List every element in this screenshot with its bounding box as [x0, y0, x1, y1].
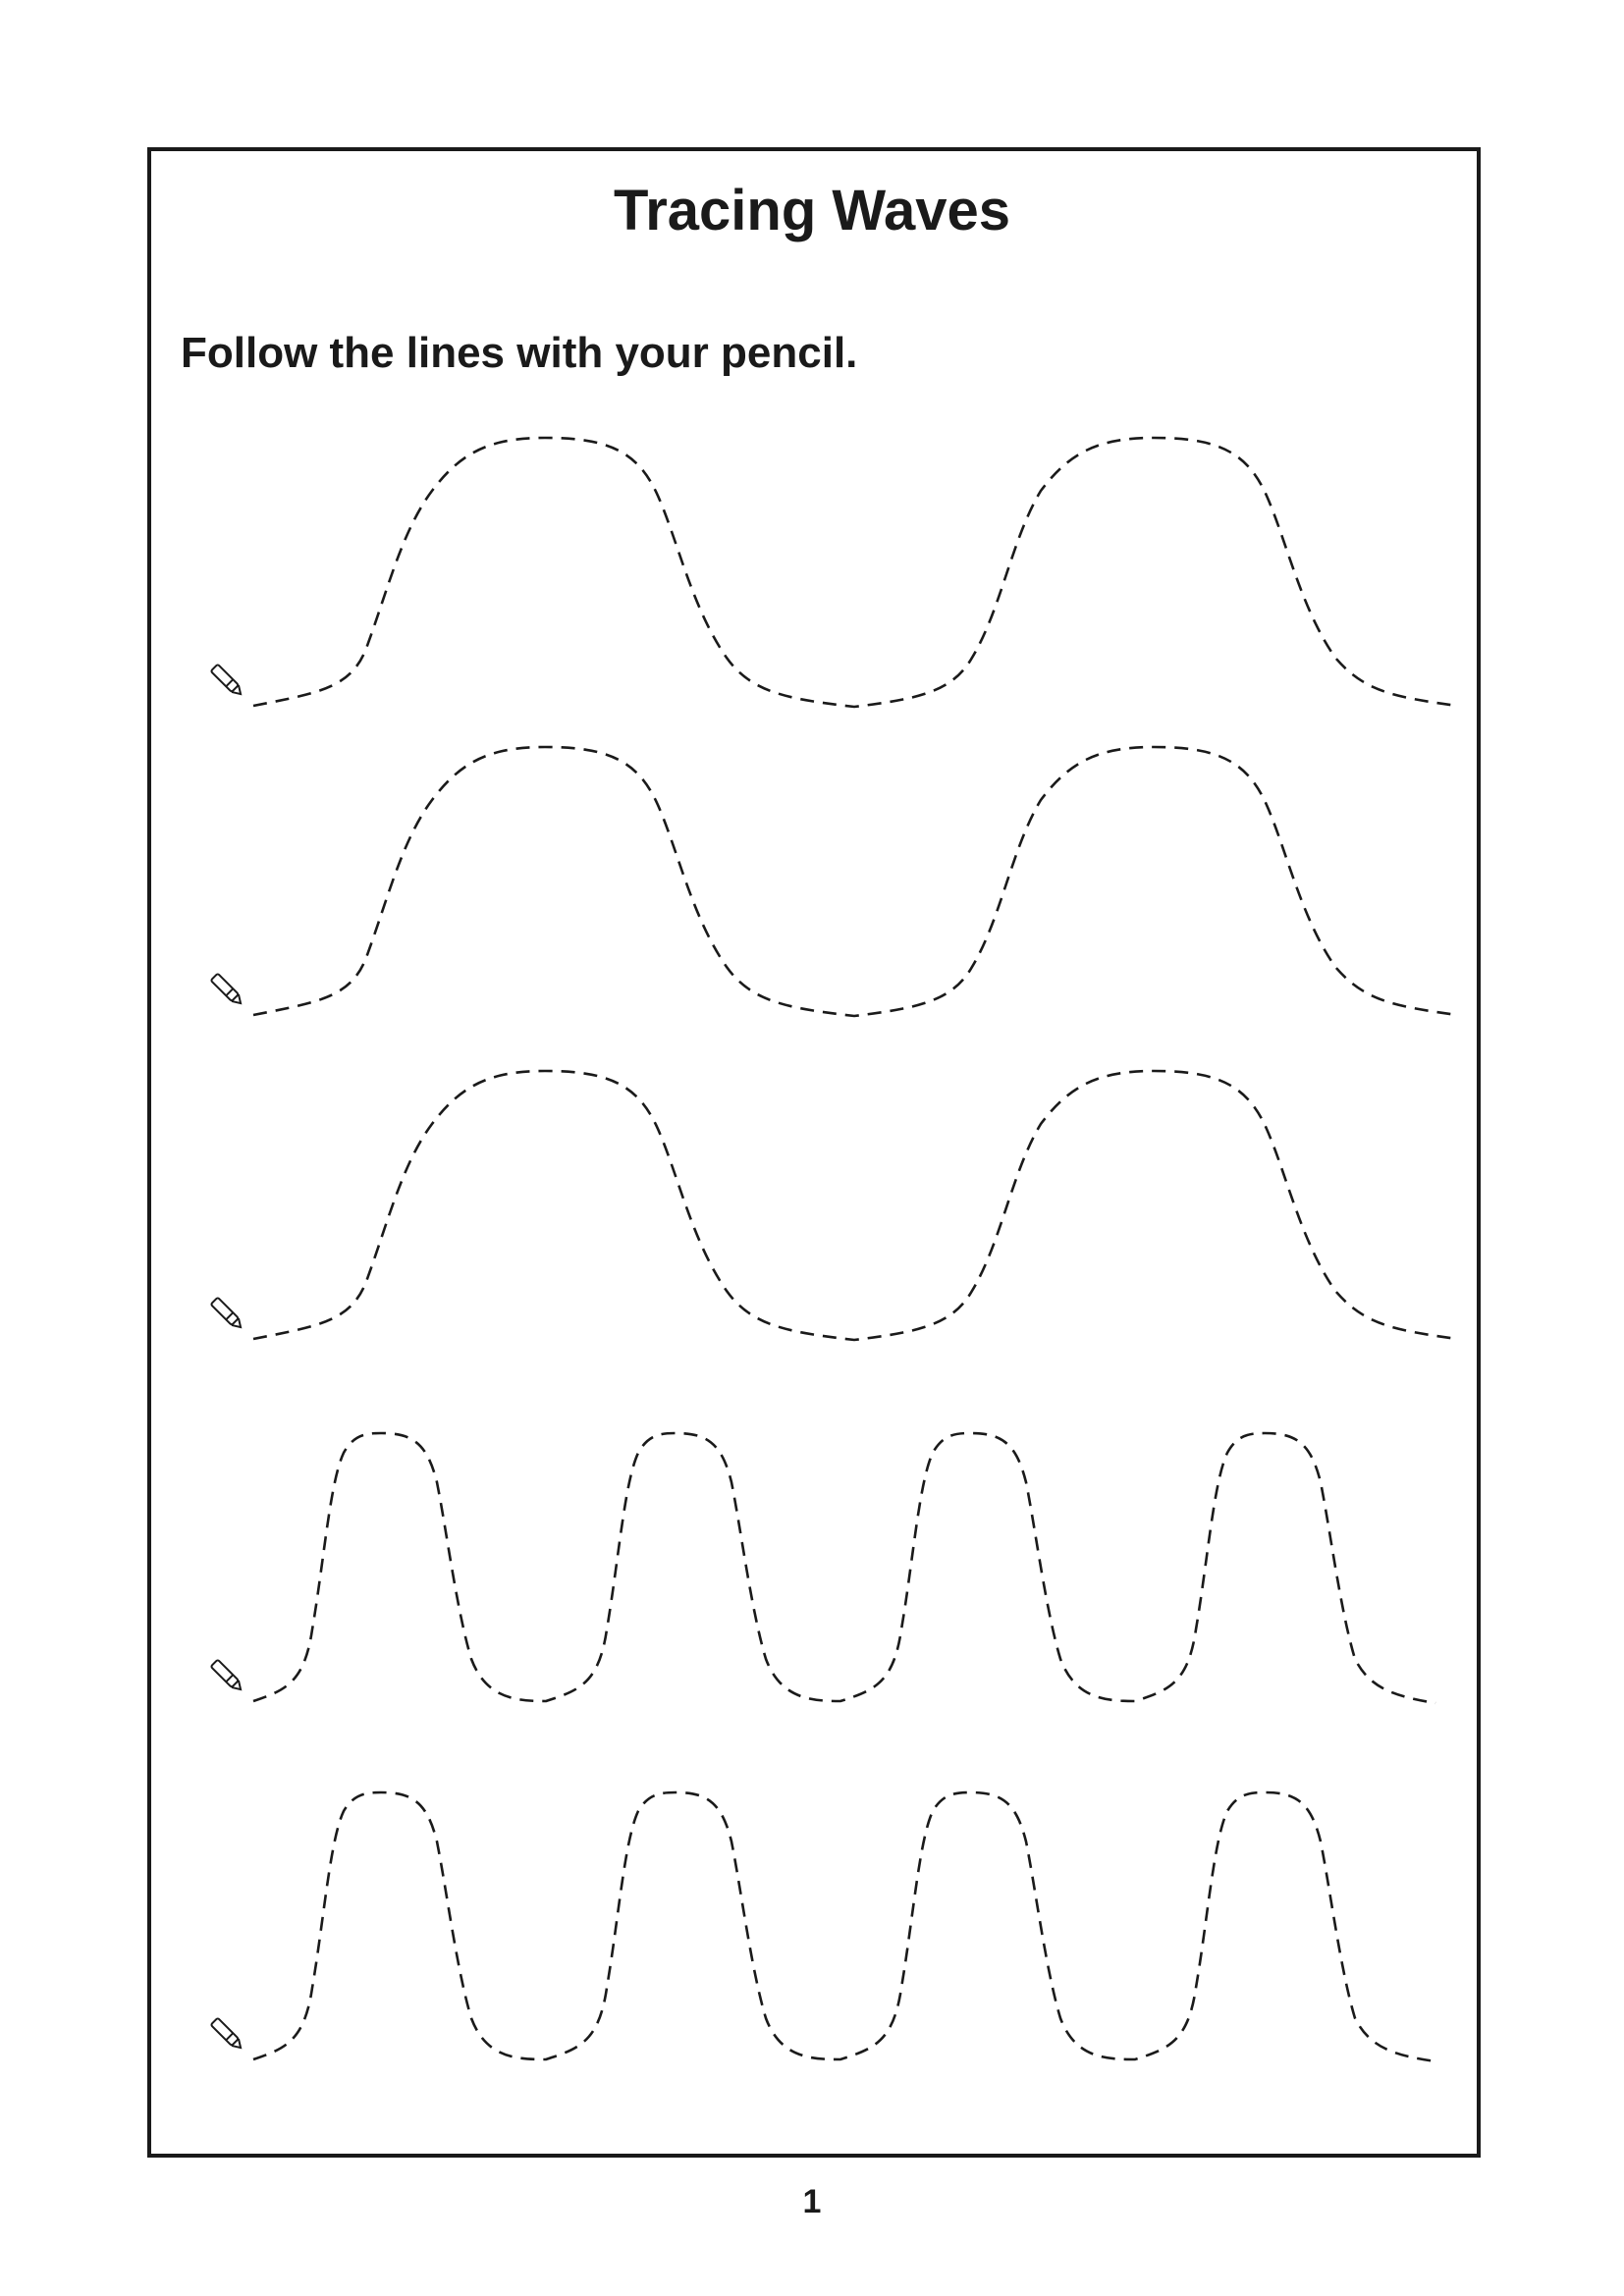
- wave-trace-4: [252, 1431, 1436, 1705]
- wave-trace-2: [252, 745, 1458, 1018]
- trace-row-1: [210, 436, 1458, 709]
- pencil-icon: [210, 973, 243, 1005]
- trace-row-3: [210, 1069, 1458, 1342]
- page-title: Tracing Waves: [613, 179, 1011, 242]
- trace-row-5: [210, 1790, 1436, 2063]
- pencil-icon: [210, 664, 243, 696]
- wave-trace-1: [252, 436, 1458, 709]
- pencil-icon: [210, 1297, 243, 1329]
- wave-trace-5: [252, 1790, 1436, 2063]
- trace-row-4: [210, 1431, 1436, 1705]
- worksheet-border: [147, 147, 1481, 2158]
- page-number: 1: [802, 2183, 822, 2220]
- trace-row-2: [210, 745, 1458, 1018]
- wave-trace-3: [252, 1069, 1458, 1342]
- instruction-text: Follow the lines with your pencil.: [181, 329, 858, 377]
- pencil-icon: [210, 2017, 243, 2050]
- pencil-icon: [210, 1659, 243, 1691]
